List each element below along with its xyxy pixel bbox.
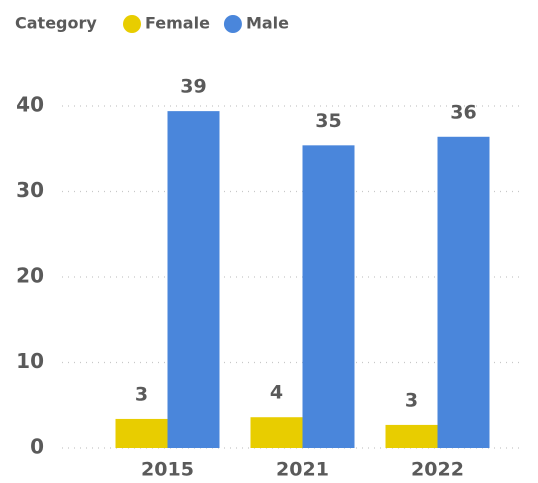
- x-tick-label: 2015: [141, 459, 194, 481]
- data-label: 3: [135, 383, 148, 405]
- data-label: 3: [405, 389, 418, 411]
- bar: [250, 417, 303, 448]
- data-label: 4: [270, 382, 283, 404]
- x-tick-label: 2021: [276, 459, 329, 481]
- legend-label: Male: [246, 14, 289, 33]
- x-tick-label: 2022: [411, 459, 464, 481]
- legend-title: Category: [15, 14, 97, 33]
- data-label: 39: [180, 76, 206, 98]
- bar: [302, 145, 355, 448]
- bar: [167, 111, 220, 448]
- legend-marker: [223, 15, 242, 33]
- bar: [115, 418, 168, 448]
- bar: [385, 424, 438, 448]
- y-tick-label: 10: [16, 349, 44, 373]
- legend-label: Female: [145, 14, 210, 33]
- y-tick-label: 0: [30, 435, 44, 459]
- data-label: 36: [450, 101, 476, 123]
- y-tick-label: 20: [16, 264, 44, 288]
- y-tick-label: 40: [16, 93, 44, 117]
- data-label: 35: [315, 110, 341, 132]
- legend-marker: [123, 15, 141, 33]
- bar: [437, 136, 490, 448]
- y-tick-label: 30: [16, 178, 44, 202]
